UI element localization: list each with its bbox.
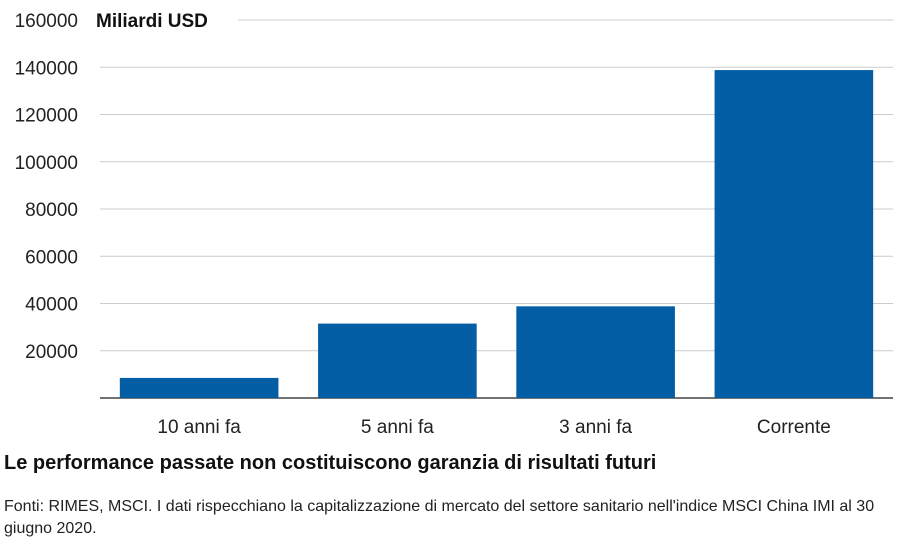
bar	[119, 377, 279, 398]
bars	[119, 70, 874, 399]
x-tick-label: 10 anni fa	[157, 417, 241, 438]
y-tick-label: 140000	[15, 58, 78, 79]
gridlines	[100, 19, 893, 352]
y-tick-label: 100000	[15, 153, 78, 174]
y-tick-label: 60000	[25, 247, 78, 268]
source-note: Fonti: RIMES, MSCI. I dati rispecchiano …	[4, 498, 875, 537]
bar-chart: 20000 40000 60000 80000 100000 120000 140000 16…	[15, 11, 893, 438]
y-tick-label: 20000	[25, 342, 78, 363]
y-axis-unit-label: Miliardi USD	[96, 11, 208, 32]
disclaimer-text: Le performance passate non costituiscono…	[4, 452, 657, 474]
x-tick-label: 3 anni fa	[559, 417, 632, 438]
x-tick-label: Corrente	[757, 417, 831, 438]
y-tick-label: 120000	[15, 106, 78, 127]
y-tick-label: 40000	[25, 295, 78, 316]
bar	[714, 70, 874, 399]
bar	[318, 323, 477, 398]
bar	[516, 306, 675, 398]
y-tick-label: 80000	[25, 200, 78, 221]
x-axis: 10 anni fa 5 anni fa 3 anni fa Corrente	[157, 417, 830, 438]
x-tick-label: 5 anni fa	[361, 417, 434, 438]
y-tick-label: 160000	[15, 11, 78, 32]
